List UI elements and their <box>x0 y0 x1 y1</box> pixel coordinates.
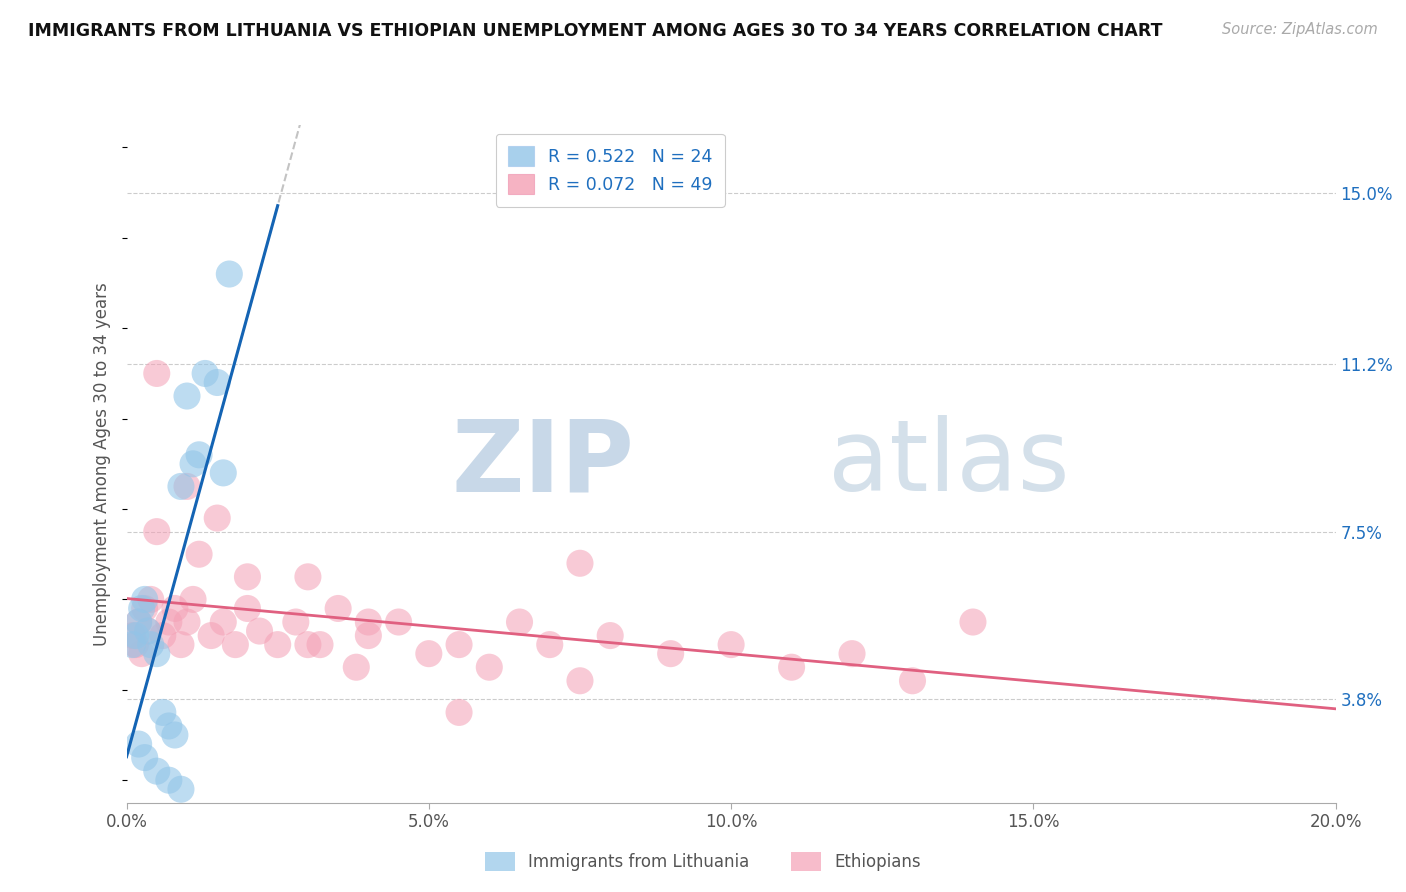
Point <box>131 601 153 615</box>
Point <box>388 615 411 629</box>
Point <box>659 647 682 661</box>
Point <box>170 638 193 652</box>
Point <box>146 367 169 381</box>
Point <box>134 601 156 615</box>
Point <box>139 592 162 607</box>
Point <box>139 638 162 652</box>
Point <box>128 615 150 629</box>
Point <box>176 479 198 493</box>
Text: IMMIGRANTS FROM LITHUANIA VS ETHIOPIAN UNEMPLOYMENT AMONG AGES 30 TO 34 YEARS CO: IMMIGRANTS FROM LITHUANIA VS ETHIOPIAN U… <box>28 22 1163 40</box>
Point <box>478 660 501 674</box>
Point <box>157 719 180 733</box>
Point <box>236 601 259 615</box>
Text: Source: ZipAtlas.com: Source: ZipAtlas.com <box>1222 22 1378 37</box>
Point <box>194 367 217 381</box>
Point <box>128 737 150 751</box>
Point <box>124 638 146 652</box>
Point <box>267 638 290 652</box>
Point <box>131 647 153 661</box>
Point <box>357 629 380 643</box>
Point <box>538 638 561 652</box>
Point <box>447 638 470 652</box>
Point <box>163 728 186 742</box>
Point <box>176 615 198 629</box>
Point <box>121 629 143 643</box>
Point <box>134 750 156 764</box>
Point <box>152 706 174 720</box>
Point <box>309 638 332 652</box>
Point <box>136 624 159 638</box>
Point <box>357 615 380 629</box>
Text: atlas: atlas <box>828 416 1070 512</box>
Point <box>121 638 143 652</box>
Point <box>568 673 592 688</box>
Point <box>163 601 186 615</box>
Legend: R = 0.522   N = 24, R = 0.072   N = 49: R = 0.522 N = 24, R = 0.072 N = 49 <box>496 134 724 207</box>
Point <box>236 570 259 584</box>
Point <box>418 647 440 661</box>
Point <box>124 629 146 643</box>
Point <box>146 524 169 539</box>
Y-axis label: Unemployment Among Ages 30 to 34 years: Unemployment Among Ages 30 to 34 years <box>93 282 111 646</box>
Point <box>188 547 211 561</box>
Point <box>720 638 742 652</box>
Point <box>205 376 228 390</box>
Point <box>780 660 803 674</box>
Point <box>181 457 204 471</box>
Legend: Immigrants from Lithuania, Ethiopians: Immigrants from Lithuania, Ethiopians <box>477 843 929 880</box>
Point <box>205 511 228 525</box>
Point <box>249 624 271 638</box>
Point <box>170 479 193 493</box>
Point <box>326 601 350 615</box>
Point <box>509 615 531 629</box>
Point <box>599 629 621 643</box>
Point <box>176 389 198 403</box>
Point <box>181 592 204 607</box>
Point <box>152 629 174 643</box>
Point <box>157 773 180 788</box>
Point <box>134 592 156 607</box>
Point <box>128 615 150 629</box>
Point <box>146 647 169 661</box>
Point <box>224 638 246 652</box>
Point <box>297 638 319 652</box>
Point <box>212 466 235 480</box>
Point <box>901 673 924 688</box>
Point <box>136 624 159 638</box>
Point <box>146 764 169 779</box>
Point <box>212 615 235 629</box>
Point <box>297 570 319 584</box>
Text: ZIP: ZIP <box>451 416 634 512</box>
Point <box>284 615 307 629</box>
Point <box>841 647 863 661</box>
Point <box>188 448 211 462</box>
Point <box>170 782 193 797</box>
Point <box>344 660 367 674</box>
Point <box>447 706 470 720</box>
Point <box>200 629 222 643</box>
Point <box>962 615 984 629</box>
Point <box>218 267 240 281</box>
Point <box>568 556 592 570</box>
Point <box>157 615 180 629</box>
